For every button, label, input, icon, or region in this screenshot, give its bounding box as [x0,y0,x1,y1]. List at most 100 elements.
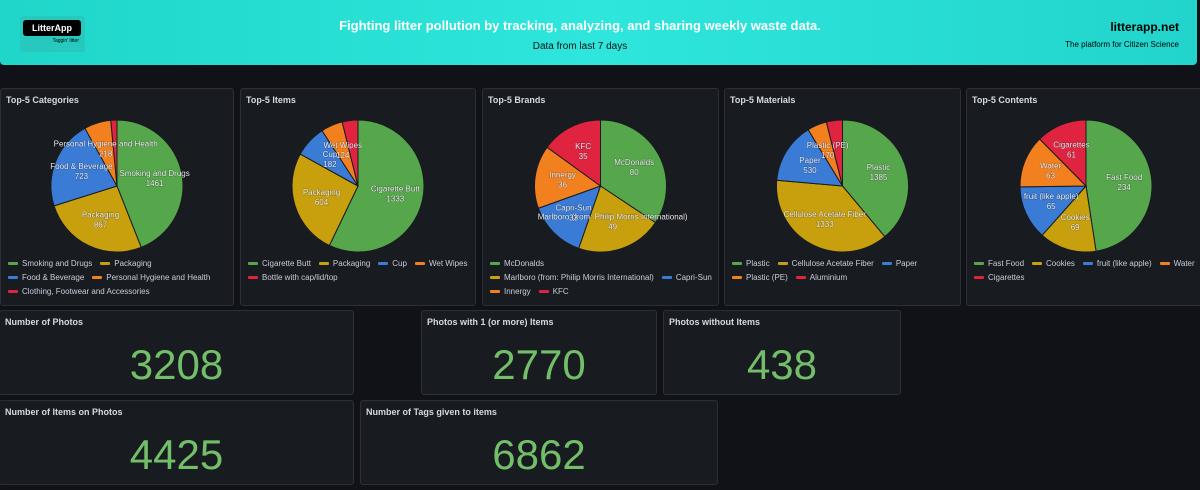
legend-item[interactable]: Personal Hygiene and Health [92,273,210,282]
legend-swatch [248,262,258,265]
legend-swatch [777,262,788,265]
legend-swatch [8,262,18,265]
legend-item[interactable]: Food & Beverage [8,273,84,282]
slice-value: 604 [315,198,329,207]
stat-title: Photos with 1 (or more) Items [427,317,554,327]
slice-value: 69 [1071,223,1080,232]
legend-item[interactable]: fruit (like apple) [1082,259,1152,268]
legend-item[interactable]: Plastic (PE) [732,273,788,282]
slice-label: Food & Beverage [50,162,113,171]
legend-item[interactable]: Cup [378,259,407,268]
legend-swatch [732,276,742,279]
stat-value: 3208 [129,341,224,388]
slice-value: 867 [94,221,108,230]
legend-swatch [8,276,18,279]
stat-title: Number of Photos [5,317,83,327]
legend-item[interactable]: Cigarettes [974,273,1024,282]
chart-panel: Top-5 Contents Fast Food 234 Cookies 69 fruit… [966,88,1200,306]
legend-item[interactable]: Water [1159,259,1195,268]
slice-label: Personal Hygiene and Health [54,140,158,149]
legend-item[interactable]: Packaging [318,259,370,268]
legend-item[interactable]: Bottle with cap/lid/top [248,273,338,282]
slice-label: Cellulose Acetate Fiber [784,210,867,219]
legend-item[interactable]: Innergy [490,287,531,296]
header-subtitle: Data from last 7 days [532,41,628,52]
legend-label: Marlboro (from: Philip Morris Internatio… [504,273,654,282]
chart-panel: Top-5 Categories Smoking and Drugs 1461 Pac… [0,88,234,306]
legend-item[interactable]: Smoking and Drugs [8,259,92,268]
legend-swatch [661,276,672,279]
legend-swatch [490,262,500,265]
stat-value: 438 [746,341,818,388]
legend-item[interactable]: KFC [538,287,569,296]
slice-label: Innergy [549,171,576,180]
slice-label: Fast Food [1106,173,1142,182]
legend: Plastic Cellulose Acetate Fiber Paper Plast… [732,259,956,282]
slice-label: Paper [799,156,821,165]
slice-value: 35 [579,152,588,161]
slice-label: KFC [575,142,591,151]
legend-label: McDonalds [504,259,545,268]
slice-label: Cup [323,150,338,159]
legend-swatch [490,290,500,293]
legend-item[interactable]: Aluminium [795,273,848,282]
legend-label: Cigarettes [988,273,1025,282]
stat-panel: Photos with 1 (or more) Items 2770 [421,310,657,395]
slice-value: 63 [1046,172,1055,181]
legend-item[interactable]: Plastic [732,259,770,268]
legend-item[interactable]: Cigarette Butt [248,259,311,268]
pie-slice [776,128,844,187]
legend-item[interactable]: Marlboro (from: Philip Morris Internatio… [490,273,654,282]
legend-item[interactable]: Cookies [1032,259,1075,268]
stat-value: 2770 [492,341,586,388]
slice-value: 1385 [870,173,888,182]
slice-label: Marlboro (from: Philip Morris Internatio… [538,212,688,221]
header-banner: LitterApp Taggin' litter Fighting litter… [0,0,1197,65]
legend-item[interactable]: Paper [881,259,917,268]
slice-label: Packaging [303,188,340,197]
legend-label: Food & Beverage [22,273,85,282]
legend-swatch [490,276,500,279]
legend-swatch [414,262,425,265]
legend-item[interactable]: Capri-Sun [661,273,712,282]
stat-title: Number of Tags given to items [366,407,497,417]
legend-label: Fast Food [988,259,1025,268]
stat-panel: Number of Photos 3208 [0,310,354,395]
slice-value: 530 [803,166,817,175]
pie-slice [1038,119,1087,188]
legend-label: Innergy [504,287,531,296]
legend-item[interactable]: Packaging [100,259,152,268]
legend-label: Wet Wipes [428,259,468,268]
legend-item[interactable]: Fast Food [974,259,1024,268]
legend-label: Cookies [1046,259,1075,268]
slice-label: Capri-Sun [556,203,592,212]
slice-value: 65 [1047,202,1056,211]
slice-label: Wet Wipes [323,141,362,150]
slice-label: fruit (like apple) [1024,192,1079,201]
pie-slice [776,179,886,253]
legend-label: Aluminium [809,273,848,282]
stat-title: Number of Items on Photos [5,407,123,417]
slice-value: 61 [1067,151,1076,160]
legend-label: Cup [392,259,407,268]
pie-slice [537,185,602,249]
site-name[interactable]: litterapp.net [1110,20,1179,34]
legend-label: Water [1173,259,1195,268]
legend-item[interactable]: McDonalds [490,259,544,268]
legend-swatch [974,276,984,279]
header-title: Fighting litter pollution by tracking, a… [339,18,821,33]
legend-item[interactable]: Wet Wipes [414,259,468,268]
slice-value: 218 [99,150,113,159]
legend-swatch [974,262,984,265]
legend-item[interactable]: Clothing, Footwear and Accessories [8,287,150,296]
logo-tagline: Taggin' litter [52,38,79,44]
legend: Smoking and Drugs Packaging Food & Beverag… [8,259,229,296]
stat-panel: Number of Tags given to items 6862 [360,400,718,485]
slice-value: 182 [323,160,337,169]
legend-swatch [1032,262,1043,265]
legend-item[interactable]: Cellulose Acetate Fiber [777,259,874,268]
legend-swatch [100,262,111,265]
pie-slice [534,146,602,209]
